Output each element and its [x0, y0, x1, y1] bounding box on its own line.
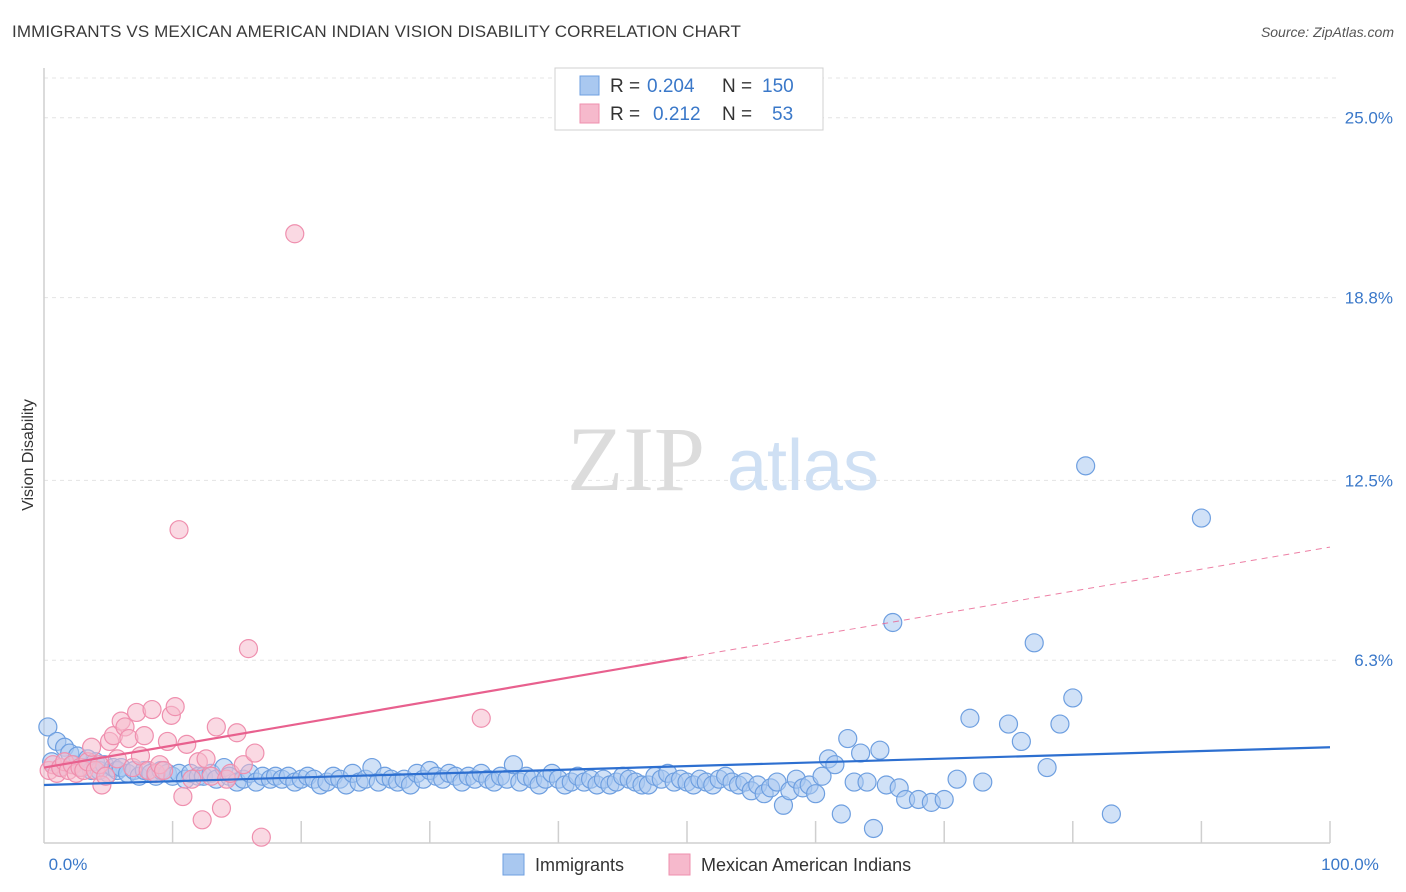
point-mexican-american-indians-39: [192, 810, 212, 830]
point-mexican-american-indians-25: [134, 726, 154, 746]
x-tick-label-0: 0.0%: [49, 855, 88, 874]
bottom-legend-label-mexican-american-indians[interactable]: Mexican American Indians: [701, 855, 911, 875]
point-mexican-american-indians-40: [196, 749, 216, 769]
point-mexican-american-indians-33: [165, 697, 185, 717]
point-immigrants-134: [857, 772, 877, 792]
point-immigrants-127: [812, 766, 832, 786]
x-tick-label-1: 100.0%: [1321, 855, 1379, 874]
bottom-legend-swatch-mexican-american-indians[interactable]: [668, 853, 691, 876]
point-immigrants-136: [870, 740, 890, 760]
point-immigrants-151: [1050, 714, 1070, 734]
point-immigrants-131: [838, 728, 858, 749]
y-tick-label-2: 18.8%: [1345, 289, 1393, 308]
correlation-legend: R = 0.204 N = 150 R = 0.212 N = 53: [554, 67, 824, 131]
y-axis-label: Vision Disability: [20, 399, 37, 511]
legend-n-value-mexican-american-indians: 53: [772, 104, 793, 125]
legend-n-label-immigrants: N =: [722, 76, 752, 97]
legend-swatch-mexican-american-indians: [579, 103, 600, 124]
trend-extension-mexican-american-indians: [686, 546, 1331, 658]
point-immigrants-152: [1063, 688, 1083, 708]
point-immigrants-130: [831, 804, 851, 824]
legend-r-label-mexican-american-indians: R =: [610, 104, 640, 125]
y-tick-label-3: 25.0%: [1345, 109, 1393, 128]
point-immigrants-133: [851, 743, 871, 763]
watermark-atlas: atlas: [727, 426, 879, 506]
point-immigrants-138: [883, 612, 903, 633]
point-immigrants-148: [1011, 731, 1031, 752]
series-legend: Immigrants Mexican American Indians: [502, 853, 911, 876]
legend-r-value-immigrants: 0.204: [647, 76, 695, 97]
data-points: [38, 224, 1212, 847]
point-immigrants-144: [947, 769, 967, 789]
legend-n-value-immigrants: 150: [762, 76, 794, 97]
trend-lines: [43, 546, 1331, 787]
legend-r-label-immigrants: R =: [610, 76, 640, 97]
point-immigrants-155: [1191, 508, 1212, 528]
trend-line-immigrants: [43, 746, 1331, 787]
point-immigrants-0: [38, 717, 58, 737]
axes: 6.3% 12.5% 18.8% 25.0% 0.0% 100.0%: [43, 68, 1393, 874]
watermark-zip: ZIP: [567, 408, 705, 510]
point-immigrants-146: [973, 772, 993, 792]
point-mexican-american-indians-47: [233, 755, 253, 775]
point-mexican-american-indians-27: [142, 699, 162, 720]
legend-swatch-immigrants: [579, 75, 600, 96]
source-label: Source: ZipAtlas.com: [1260, 24, 1394, 40]
legend-r-value-mexican-american-indians: 0.212: [653, 104, 701, 125]
point-mexican-american-indians-11: [81, 737, 102, 757]
trend-line-mexican-american-indians: [43, 656, 688, 769]
point-mexican-american-indians-52: [471, 708, 491, 728]
point-mexican-american-indians-49: [245, 743, 265, 763]
point-mexican-american-indians-15: [96, 766, 116, 786]
point-mexican-american-indians-35: [173, 786, 193, 807]
grid-lines: [44, 77, 1340, 661]
point-mexican-american-indians-34: [169, 520, 189, 540]
point-mexican-american-indians-37: [182, 769, 202, 789]
point-immigrants-135: [863, 818, 884, 839]
point-mexican-american-indians-42: [206, 717, 226, 737]
y-tick-label-0: 6.3%: [1354, 651, 1393, 670]
point-immigrants-129: [825, 755, 845, 775]
point-immigrants-145: [960, 708, 980, 728]
point-immigrants-149: [1024, 633, 1044, 653]
y-tick-label-1: 12.5%: [1345, 471, 1393, 490]
point-immigrants-147: [998, 714, 1019, 734]
chart-title: IMMIGRANTS VS MEXICAN AMERICAN INDIAN VI…: [12, 22, 741, 41]
point-immigrants-153: [1076, 456, 1096, 476]
point-immigrants-126: [805, 784, 826, 804]
legend-n-label-mexican-american-indians: N =: [722, 104, 752, 125]
bottom-legend-label-immigrants[interactable]: Immigrants: [535, 855, 624, 875]
point-immigrants-154: [1101, 804, 1121, 824]
point-mexican-american-indians-43: [211, 798, 232, 818]
point-mexican-american-indians-51: [285, 224, 305, 244]
point-mexican-american-indians-48: [238, 639, 259, 659]
point-immigrants-143: [934, 789, 954, 810]
bottom-legend-swatch-immigrants[interactable]: [502, 853, 525, 876]
point-mexican-american-indians-30: [153, 760, 174, 781]
point-immigrants-79: [503, 755, 523, 775]
point-immigrants-150: [1037, 757, 1057, 778]
point-mexican-american-indians-50: [251, 827, 271, 847]
